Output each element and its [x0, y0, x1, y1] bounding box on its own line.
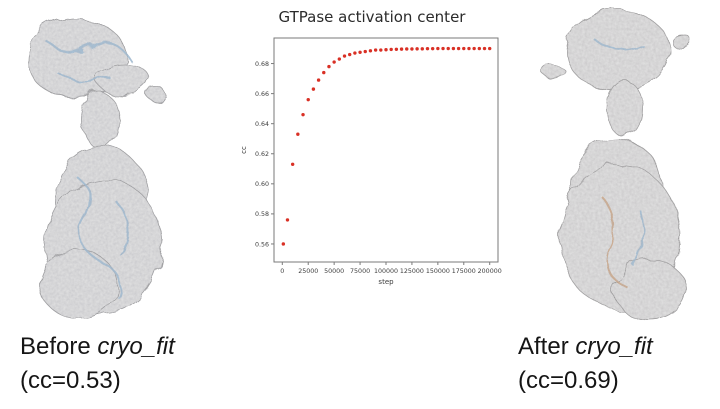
before-label-prefix: Before — [20, 333, 98, 360]
ribbon-trace — [591, 36, 643, 51]
svg-text:0.68: 0.68 — [255, 61, 269, 68]
density-lobe — [39, 249, 117, 319]
svg-text:0.66: 0.66 — [255, 91, 269, 98]
cryoem-map-after — [542, 9, 693, 321]
after-cc-value: (cc=0.69) — [518, 367, 619, 394]
svg-text:75000: 75000 — [350, 268, 370, 275]
svg-text:0.62: 0.62 — [255, 151, 269, 158]
before-cc-value: (cc=0.53) — [20, 367, 121, 394]
density-knob — [671, 34, 693, 50]
svg-text:step: step — [378, 278, 394, 286]
svg-text:0.60: 0.60 — [255, 181, 269, 188]
ribbon-trace — [60, 75, 112, 85]
svg-text:25000: 25000 — [298, 268, 318, 275]
chart-panel: GTPase activation center 0 25000 50000 7500… — [236, 8, 508, 297]
svg-text:125000: 125000 — [400, 268, 424, 275]
chart-title: GTPase activation center — [278, 8, 466, 26]
density-knob — [147, 89, 169, 103]
svg-text:175000: 175000 — [452, 268, 476, 275]
svg-text:200000: 200000 — [478, 268, 502, 275]
after-caption: After cryo_fit (cc=0.69) — [518, 330, 653, 398]
ribbon-trace — [633, 206, 644, 268]
svg-text:cc: cc — [240, 146, 248, 154]
ribbon-trace — [45, 40, 132, 62]
svg-text:50000: 50000 — [324, 268, 344, 275]
after-label: After cryo_fit — [518, 330, 653, 364]
ribbon-trace — [120, 205, 130, 257]
cryoem-map-before — [25, 17, 169, 319]
before-label: Before cryo_fit — [20, 330, 175, 364]
density-neck — [605, 79, 643, 137]
before-figure — [6, 6, 204, 330]
svg-text:0.58: 0.58 — [255, 211, 269, 218]
after-label-program: cryo_fit — [575, 333, 653, 360]
density-lobe-head — [564, 9, 670, 91]
density-surface-after — [542, 9, 693, 321]
before-caption: Before cryo_fit (cc=0.53) — [20, 330, 175, 398]
before-label-program: cryo_fit — [97, 333, 175, 360]
svg-text:0.64: 0.64 — [255, 121, 269, 128]
density-surface-before — [25, 17, 169, 319]
svg-text:0: 0 — [280, 268, 284, 275]
ribbon-trace — [75, 175, 120, 297]
cc-vs-step-scatter-plot: 0 25000 50000 75000 100000 125000 150000 175000… — [240, 37, 502, 286]
svg-text:150000: 150000 — [426, 268, 450, 275]
ribbon-trace — [596, 191, 628, 288]
svg-text:100000: 100000 — [374, 268, 398, 275]
density-lobe — [97, 63, 151, 97]
density-lobe — [613, 259, 687, 321]
after-label-prefix: After — [518, 333, 576, 360]
density-neck — [81, 91, 119, 149]
svg-text:0.56: 0.56 — [255, 241, 269, 248]
after-figure — [522, 2, 718, 332]
density-knob — [542, 64, 566, 80]
